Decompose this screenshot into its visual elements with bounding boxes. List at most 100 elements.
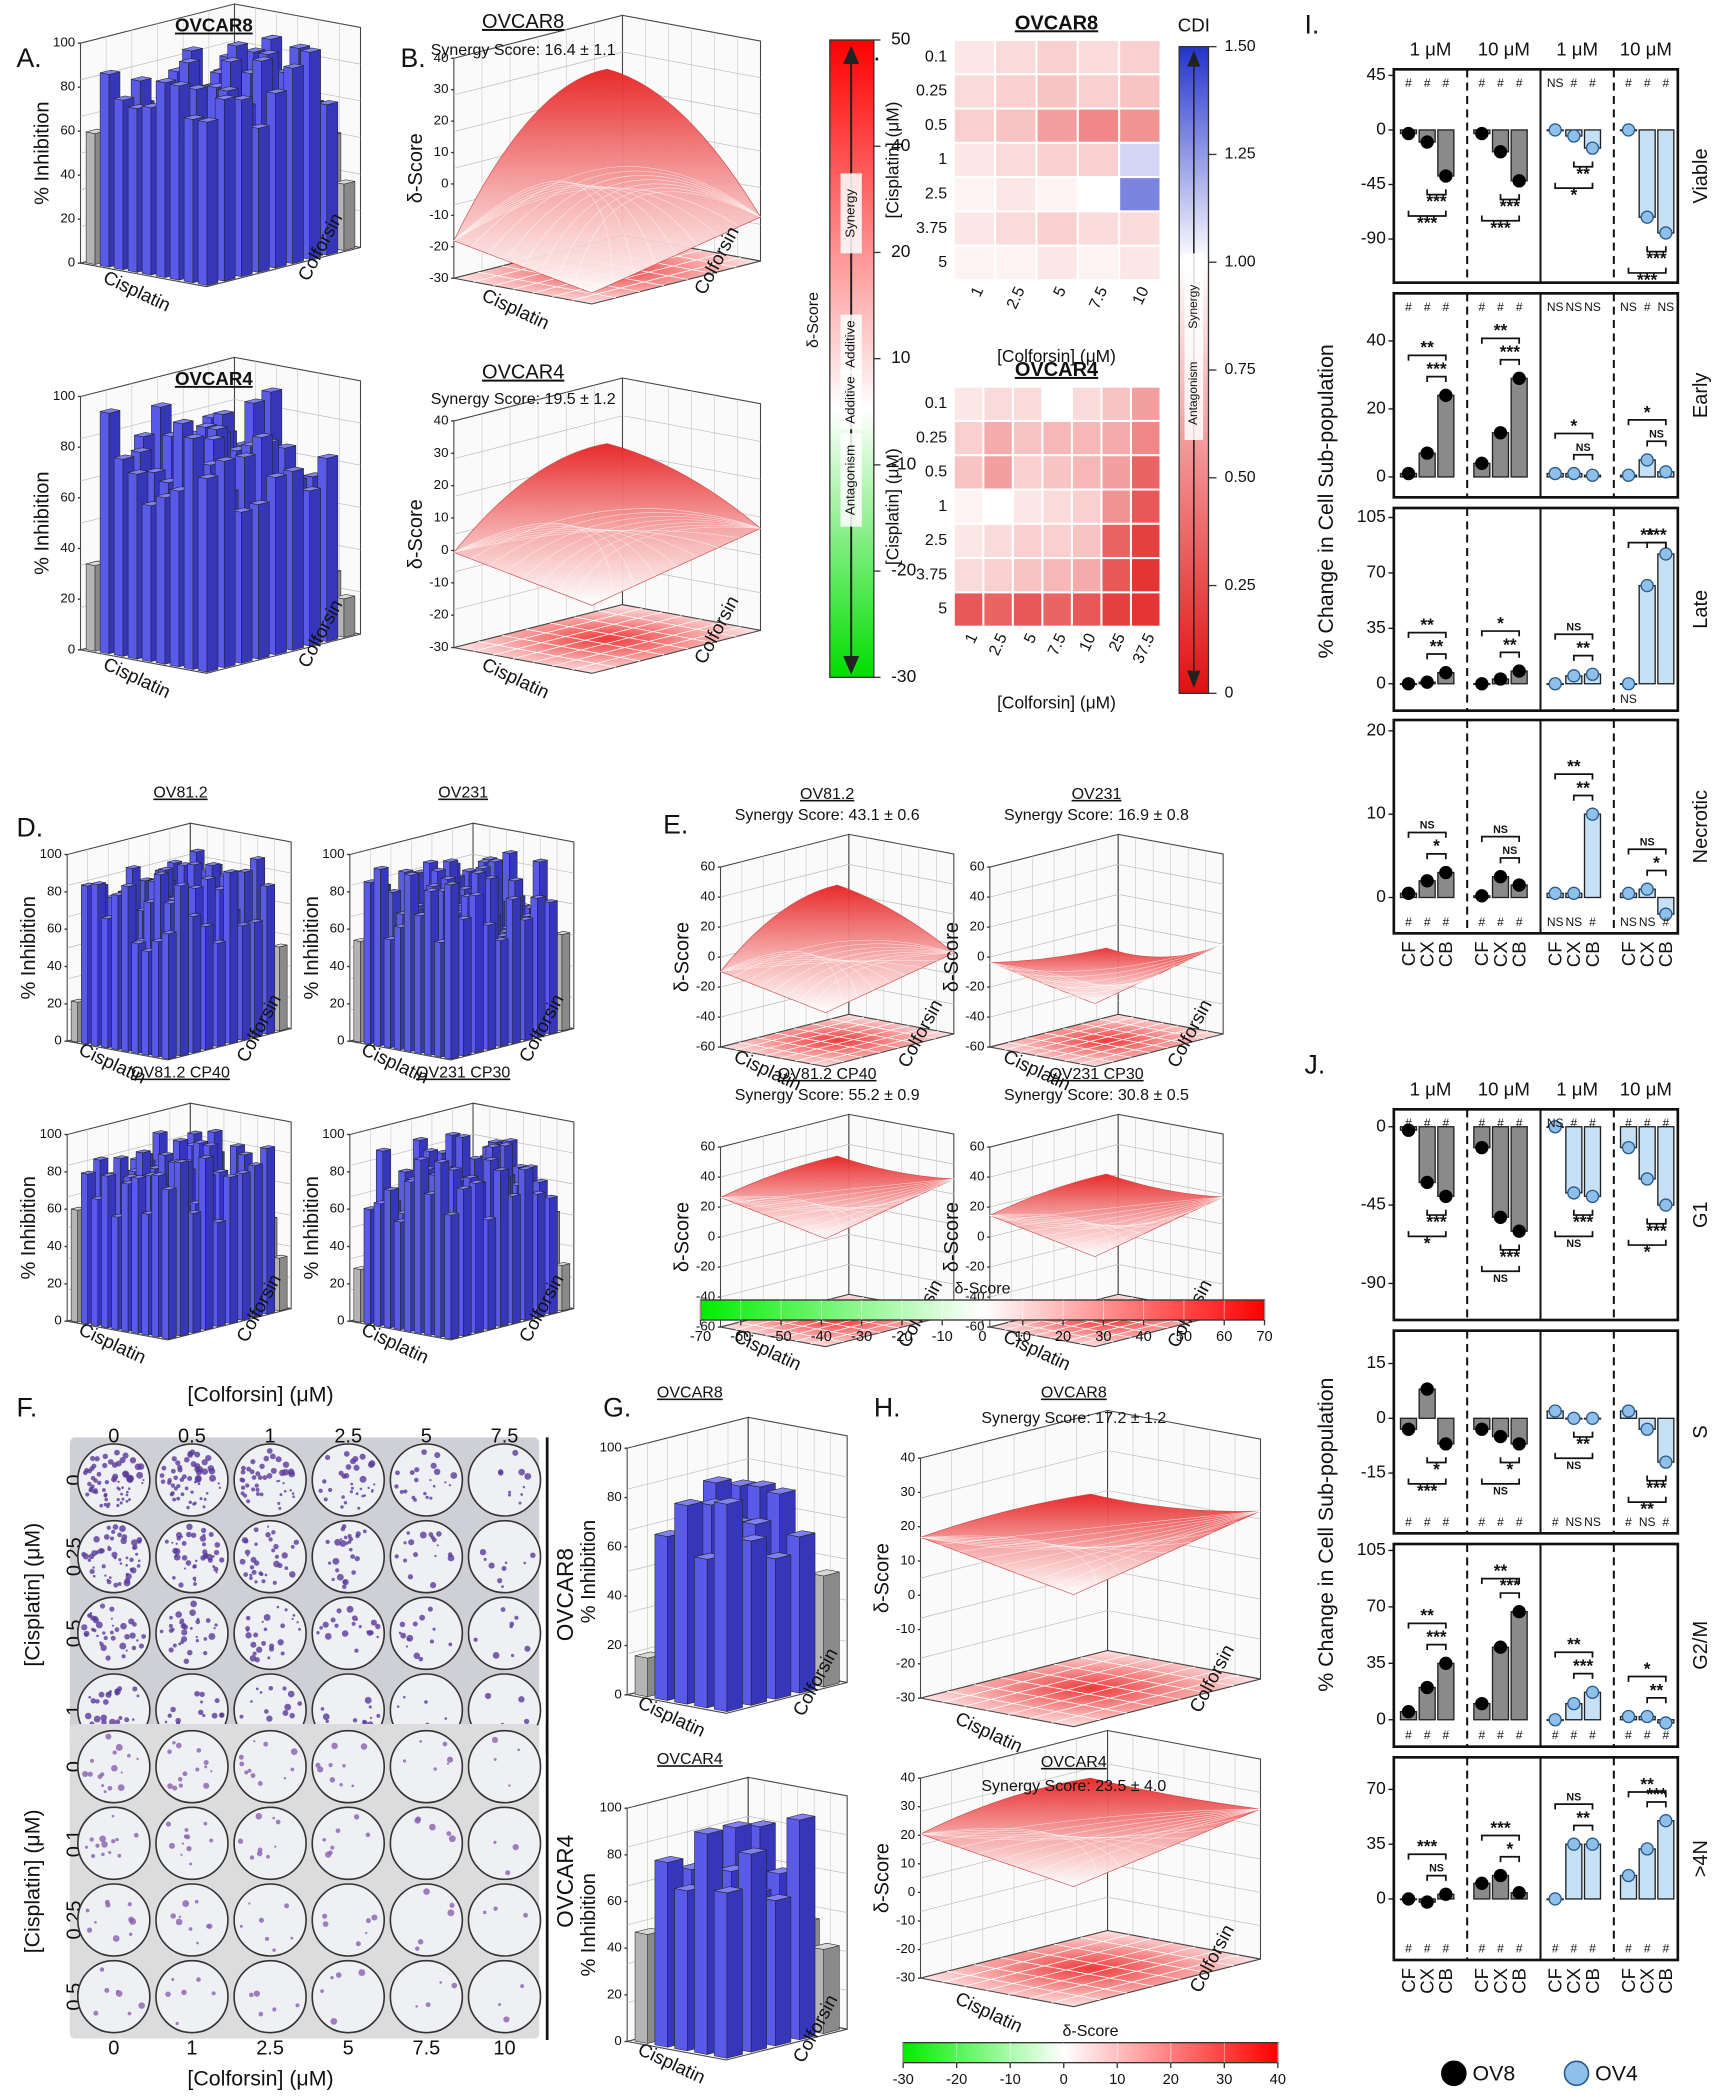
- bar-face: [205, 1156, 213, 1329]
- heatmap-cell: [1042, 387, 1072, 421]
- colony: [108, 1459, 114, 1465]
- colony: [176, 1543, 178, 1545]
- colony: [473, 1638, 477, 1642]
- colony: [109, 1576, 112, 1579]
- colorbar-tick-label: -30: [851, 1329, 872, 1345]
- colony: [204, 1498, 207, 1501]
- colony: [90, 1837, 94, 1841]
- colony: [107, 1503, 110, 1506]
- z-tick-label: 40: [60, 540, 75, 555]
- z-tick-label: 100: [322, 846, 344, 861]
- data-point: [1421, 1176, 1433, 1188]
- colony: [170, 1913, 175, 1918]
- colony: [114, 1450, 120, 1456]
- significance-mark: #: [1424, 76, 1431, 90]
- colony: [264, 1628, 267, 1631]
- significance-mark: #: [1405, 76, 1412, 90]
- colony: [167, 1783, 173, 1789]
- well: [469, 1884, 541, 1956]
- colony: [115, 1688, 119, 1692]
- bar-face: [86, 132, 95, 265]
- colony: [190, 1491, 193, 1494]
- colony: [428, 1607, 433, 1612]
- colony: [429, 1824, 436, 1831]
- colony: [498, 1470, 503, 1475]
- column-header: 1 μM: [1410, 1079, 1452, 1100]
- colony: [185, 1834, 190, 1839]
- colorbar-tick-label: 60: [1216, 1329, 1232, 1345]
- colorbar-tick-label: 10: [1015, 1329, 1031, 1345]
- bar-face: [404, 1181, 411, 1332]
- heatmap-cell: [954, 455, 984, 489]
- colony: [102, 1488, 106, 1492]
- colony: [195, 1620, 200, 1625]
- colony: [186, 1532, 192, 1538]
- heatmap-cell: [1101, 490, 1131, 524]
- colony: [368, 1461, 374, 1467]
- colony: [246, 1499, 250, 1503]
- colony: [89, 1554, 95, 1560]
- colony: [342, 1630, 349, 1637]
- colony: [104, 1534, 110, 1540]
- colony: [186, 1506, 189, 1509]
- y-tick-label: 35: [1367, 1833, 1386, 1853]
- significance-mark: #: [1442, 1116, 1449, 1130]
- heatmap-cell: [954, 387, 984, 421]
- significance-mark: NS: [1565, 300, 1582, 314]
- z-tick-label: 20: [330, 1275, 345, 1290]
- colony: [524, 1646, 530, 1652]
- heatmap-cell: [954, 177, 995, 211]
- z-tick-label: 40: [970, 1169, 985, 1184]
- colony: [347, 1606, 354, 1613]
- colony: [202, 1542, 206, 1546]
- colony: [100, 1772, 104, 1776]
- colony: [523, 1913, 528, 1918]
- colony: [93, 1617, 99, 1623]
- bracket-label: ***: [1426, 1212, 1446, 1232]
- colony: [176, 1919, 183, 1926]
- colony: [186, 1560, 192, 1566]
- significance-mark: #: [1442, 1728, 1449, 1742]
- data-point: [1587, 142, 1599, 154]
- heatmap-cell: [954, 421, 984, 455]
- significance-mark: #: [1405, 1942, 1412, 1956]
- colony: [118, 1784, 125, 1791]
- colony: [125, 1564, 128, 1567]
- colony: [187, 1650, 192, 1655]
- chart-title: OVCAR4: [482, 362, 564, 384]
- colony: [426, 1496, 429, 1499]
- colony: [195, 1560, 198, 1563]
- colony: [373, 1483, 375, 1485]
- x-tick-label: CB: [1508, 941, 1529, 967]
- colony: [318, 1489, 322, 1493]
- bracket-label: *: [1433, 836, 1440, 856]
- well: [469, 1521, 541, 1593]
- colony: [172, 1576, 176, 1580]
- colony: [424, 1700, 428, 1704]
- y-tick-label: 45: [1367, 64, 1386, 84]
- colony: [370, 1717, 372, 1719]
- significance-mark: #: [1516, 300, 1523, 314]
- colony: [128, 1618, 134, 1624]
- heatmap-title: OVCAR4: [1015, 359, 1099, 381]
- z-tick-label: 80: [330, 883, 345, 898]
- bar-face: [451, 883, 459, 1059]
- colony: [448, 1552, 453, 1557]
- colony: [332, 1558, 339, 1565]
- data-point: [1476, 678, 1488, 690]
- colony: [250, 1700, 253, 1703]
- bar-face: [81, 885, 87, 1044]
- colony: [178, 1582, 183, 1587]
- colorbar-label: Antagonism: [1186, 362, 1200, 425]
- data-point: [1568, 468, 1580, 480]
- z-tick-label: 60: [607, 1538, 622, 1553]
- colony: [433, 1485, 436, 1488]
- colony: [213, 1567, 218, 1572]
- well: [469, 1731, 541, 1803]
- well: [156, 1521, 228, 1593]
- colony: [181, 1990, 186, 1995]
- colony: [105, 1655, 110, 1660]
- bar: [1438, 395, 1454, 477]
- colony: [273, 1581, 277, 1585]
- colony: [104, 1503, 108, 1507]
